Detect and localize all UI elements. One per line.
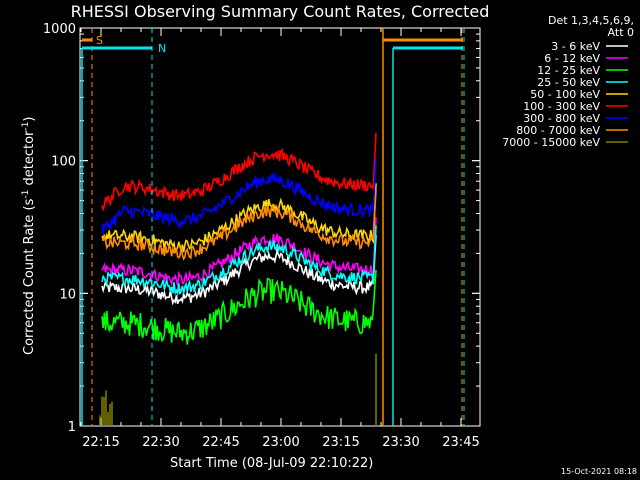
x-tick-label: 22:45 (202, 435, 239, 450)
x-axis-label: Start Time (08-Jul-09 22:10:22) (170, 456, 373, 471)
x-tick-label: 23:45 (442, 435, 479, 450)
y-axis-label: Corrected Count Rate (s-1 detector-1) (21, 117, 37, 355)
x-tick-label: 23:30 (382, 435, 419, 450)
series-8 (99, 353, 377, 426)
y-tick-label: 10 (59, 287, 76, 302)
y-tick-label: 100 (51, 155, 76, 170)
y-axis-label-end: ) (22, 117, 37, 122)
series-5-line (101, 132, 377, 212)
series-0-line (101, 234, 377, 306)
flag-layer: SN (81, 28, 465, 426)
legend-item-label: 6 - 12 keV (544, 52, 600, 65)
legend-item-label: 25 - 50 keV (537, 76, 600, 89)
legend-item-label: 100 - 300 keV (523, 100, 600, 113)
y-tick-label: 1 (68, 420, 76, 435)
series-7-line (101, 190, 377, 261)
y-tick-label: 1000 (43, 22, 76, 37)
plot-frame (79, 27, 481, 427)
legend-item-label: 12 - 25 keV (537, 64, 600, 77)
x-tick-label: 22:30 (142, 435, 179, 450)
timestamp: 15-Oct-2021 08:18 (561, 467, 637, 476)
x-tick-label: 22:15 (82, 435, 119, 450)
series-1-line (101, 217, 377, 287)
x-tick-label: 23:15 (322, 435, 359, 450)
y-axis-label-sup2: -1 (21, 122, 31, 131)
series-3-line (101, 225, 377, 297)
legend-item-label: 300 - 800 keV (523, 112, 600, 125)
axis-ticks (80, 27, 480, 427)
y-axis-label-sup1: -1 (21, 190, 31, 199)
legend-item-label: 800 - 7000 keV (516, 124, 600, 137)
series-6-line (101, 157, 377, 235)
y-axis-label-mid: detector (22, 130, 37, 190)
legend-header-line1: Det 1,3,4,5,6,9, (548, 14, 634, 27)
series-layer (99, 132, 377, 426)
legend-item-label: 50 - 100 keV (530, 88, 600, 101)
flag-s-label: S (96, 34, 103, 47)
series-2-line (101, 269, 377, 345)
x-tick-labels: 22:15 22:30 22:45 23:00 23:15 23:30 23:45 (82, 435, 479, 450)
y-axis-label-main: Corrected Count Rate (s (22, 198, 37, 355)
legend-item-label: 3 - 6 keV (551, 40, 600, 53)
y-tick-labels: 1 10 100 1000 (43, 22, 76, 435)
chart-title: RHESSI Observing Summary Count Rates, Co… (71, 2, 490, 21)
flag-n-label: N (158, 42, 166, 55)
x-tick-label: 23:00 (262, 435, 299, 450)
legend-header-line2: Att 0 (608, 26, 634, 39)
legend-item-label: 7000 - 15000 keV (502, 136, 600, 149)
